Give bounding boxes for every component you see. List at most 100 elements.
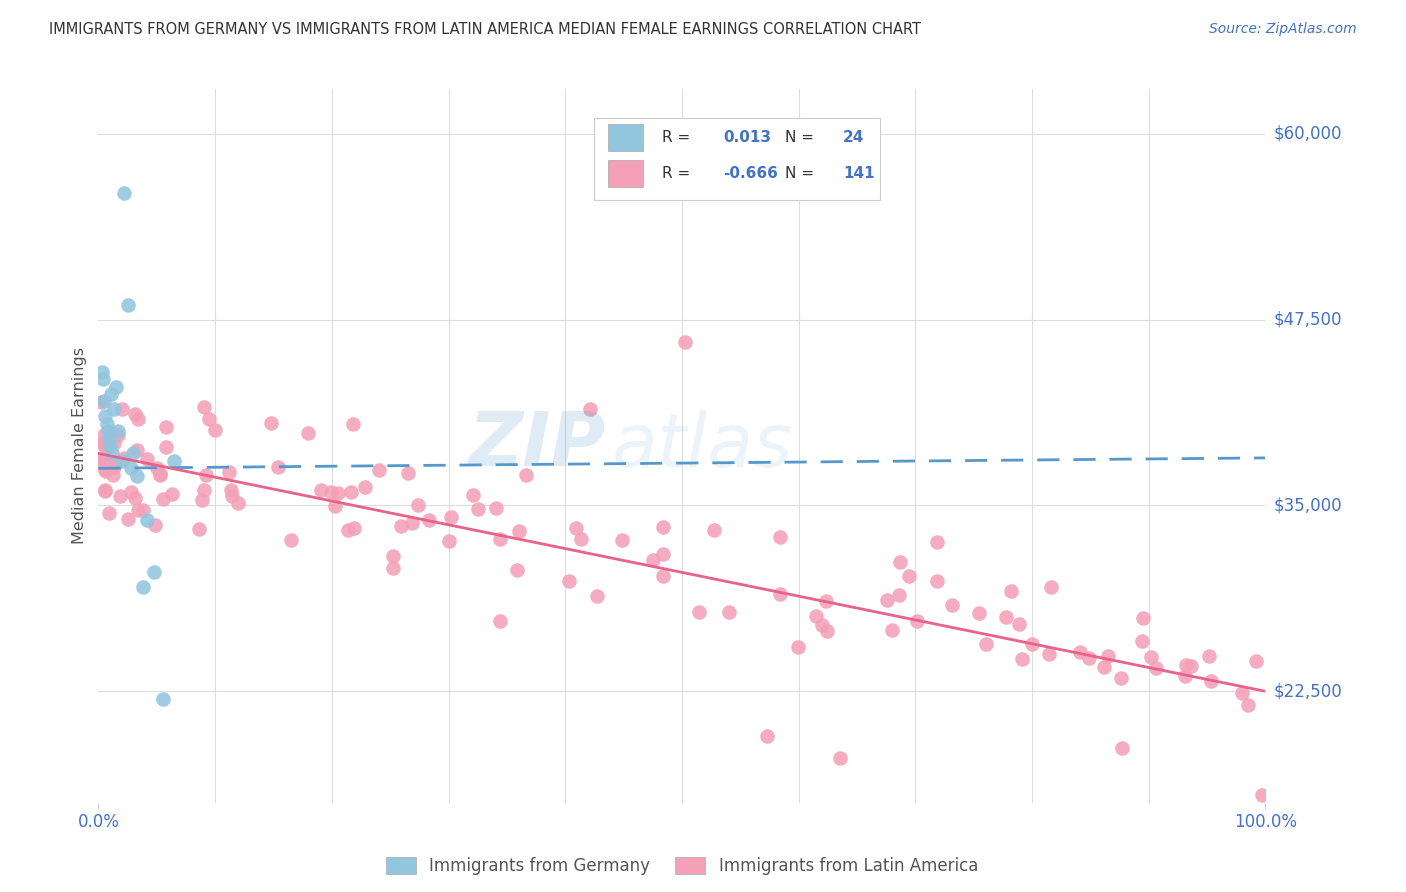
Point xyxy=(610,533,633,548)
Point xyxy=(193,401,215,415)
Point xyxy=(880,624,903,638)
Point xyxy=(1230,686,1253,700)
Point xyxy=(586,589,609,603)
Point xyxy=(163,454,186,468)
Point xyxy=(100,387,122,401)
Point xyxy=(717,605,740,619)
Text: atlas: atlas xyxy=(612,410,793,482)
Point xyxy=(120,485,142,500)
Point xyxy=(889,555,911,569)
Point xyxy=(967,606,990,620)
Point xyxy=(810,617,832,632)
Point xyxy=(149,467,172,481)
Text: $60,000: $60,000 xyxy=(1274,125,1343,143)
Point xyxy=(94,483,117,498)
Point xyxy=(1244,654,1267,668)
Point xyxy=(652,547,675,561)
Point xyxy=(703,523,725,537)
Point xyxy=(382,549,405,564)
Point xyxy=(830,751,852,765)
Text: N =: N = xyxy=(785,130,818,145)
Point xyxy=(418,513,440,527)
Point xyxy=(125,468,148,483)
Point xyxy=(336,523,359,537)
Point xyxy=(769,587,792,601)
Point xyxy=(117,298,139,312)
Point xyxy=(91,372,114,386)
Point xyxy=(1144,661,1167,675)
Point xyxy=(440,509,463,524)
Point xyxy=(91,457,114,471)
Point xyxy=(340,485,363,500)
Point xyxy=(90,394,112,409)
Point xyxy=(467,501,489,516)
Text: Source: ZipAtlas.com: Source: ZipAtlas.com xyxy=(1209,22,1357,37)
Point xyxy=(506,563,529,577)
Point xyxy=(787,640,810,655)
Point xyxy=(107,424,129,438)
Point xyxy=(1174,669,1197,683)
Point xyxy=(93,436,115,450)
Point xyxy=(368,463,391,477)
Point xyxy=(124,491,146,505)
Point xyxy=(143,518,166,533)
Point xyxy=(342,417,364,431)
Point xyxy=(145,460,167,475)
Point xyxy=(1111,740,1133,755)
Point xyxy=(925,574,948,589)
Point xyxy=(508,524,530,538)
Point xyxy=(814,593,837,607)
Point xyxy=(136,513,159,527)
Point xyxy=(815,624,838,639)
Point xyxy=(309,483,332,497)
Bar xyxy=(609,124,644,152)
Point xyxy=(103,459,125,474)
Point xyxy=(94,436,117,450)
Point xyxy=(221,483,243,497)
Point xyxy=(127,412,149,426)
Point xyxy=(93,463,115,477)
Point xyxy=(558,574,581,588)
Point xyxy=(155,420,177,434)
Point xyxy=(107,428,129,442)
Point xyxy=(152,491,174,506)
Point xyxy=(96,464,118,478)
Point xyxy=(103,436,125,450)
Point xyxy=(136,452,159,467)
Point xyxy=(132,502,155,516)
Point xyxy=(974,637,997,651)
Point xyxy=(652,520,675,534)
Point xyxy=(328,485,350,500)
Text: $47,500: $47,500 xyxy=(1274,310,1343,328)
Point xyxy=(162,486,184,500)
Point xyxy=(1140,650,1163,665)
Point xyxy=(1175,658,1198,673)
Point xyxy=(401,516,423,531)
Point xyxy=(769,530,792,544)
Point xyxy=(198,411,221,425)
Point xyxy=(897,569,920,583)
Point xyxy=(297,425,319,440)
Point xyxy=(673,334,696,349)
Point xyxy=(111,402,134,417)
Point xyxy=(90,365,112,379)
Text: IMMIGRANTS FROM GERMANY VS IMMIGRANTS FROM LATIN AMERICA MEDIAN FEMALE EARNINGS : IMMIGRANTS FROM GERMANY VS IMMIGRANTS FR… xyxy=(49,22,921,37)
Point xyxy=(101,467,124,482)
Text: R =: R = xyxy=(662,166,695,181)
Point xyxy=(1180,659,1202,673)
Point xyxy=(94,440,117,454)
Point xyxy=(104,456,127,470)
Point xyxy=(104,379,127,393)
Point xyxy=(191,492,214,507)
Point xyxy=(149,467,172,482)
Y-axis label: Median Female Earnings: Median Female Earnings xyxy=(72,348,87,544)
Point xyxy=(569,533,592,547)
Point xyxy=(1109,671,1132,685)
Text: $22,500: $22,500 xyxy=(1274,682,1343,700)
Text: ZIP: ZIP xyxy=(468,409,606,483)
Point xyxy=(93,428,115,442)
Point xyxy=(406,498,429,512)
Point xyxy=(152,691,174,706)
Point xyxy=(396,466,419,480)
Point xyxy=(266,459,288,474)
